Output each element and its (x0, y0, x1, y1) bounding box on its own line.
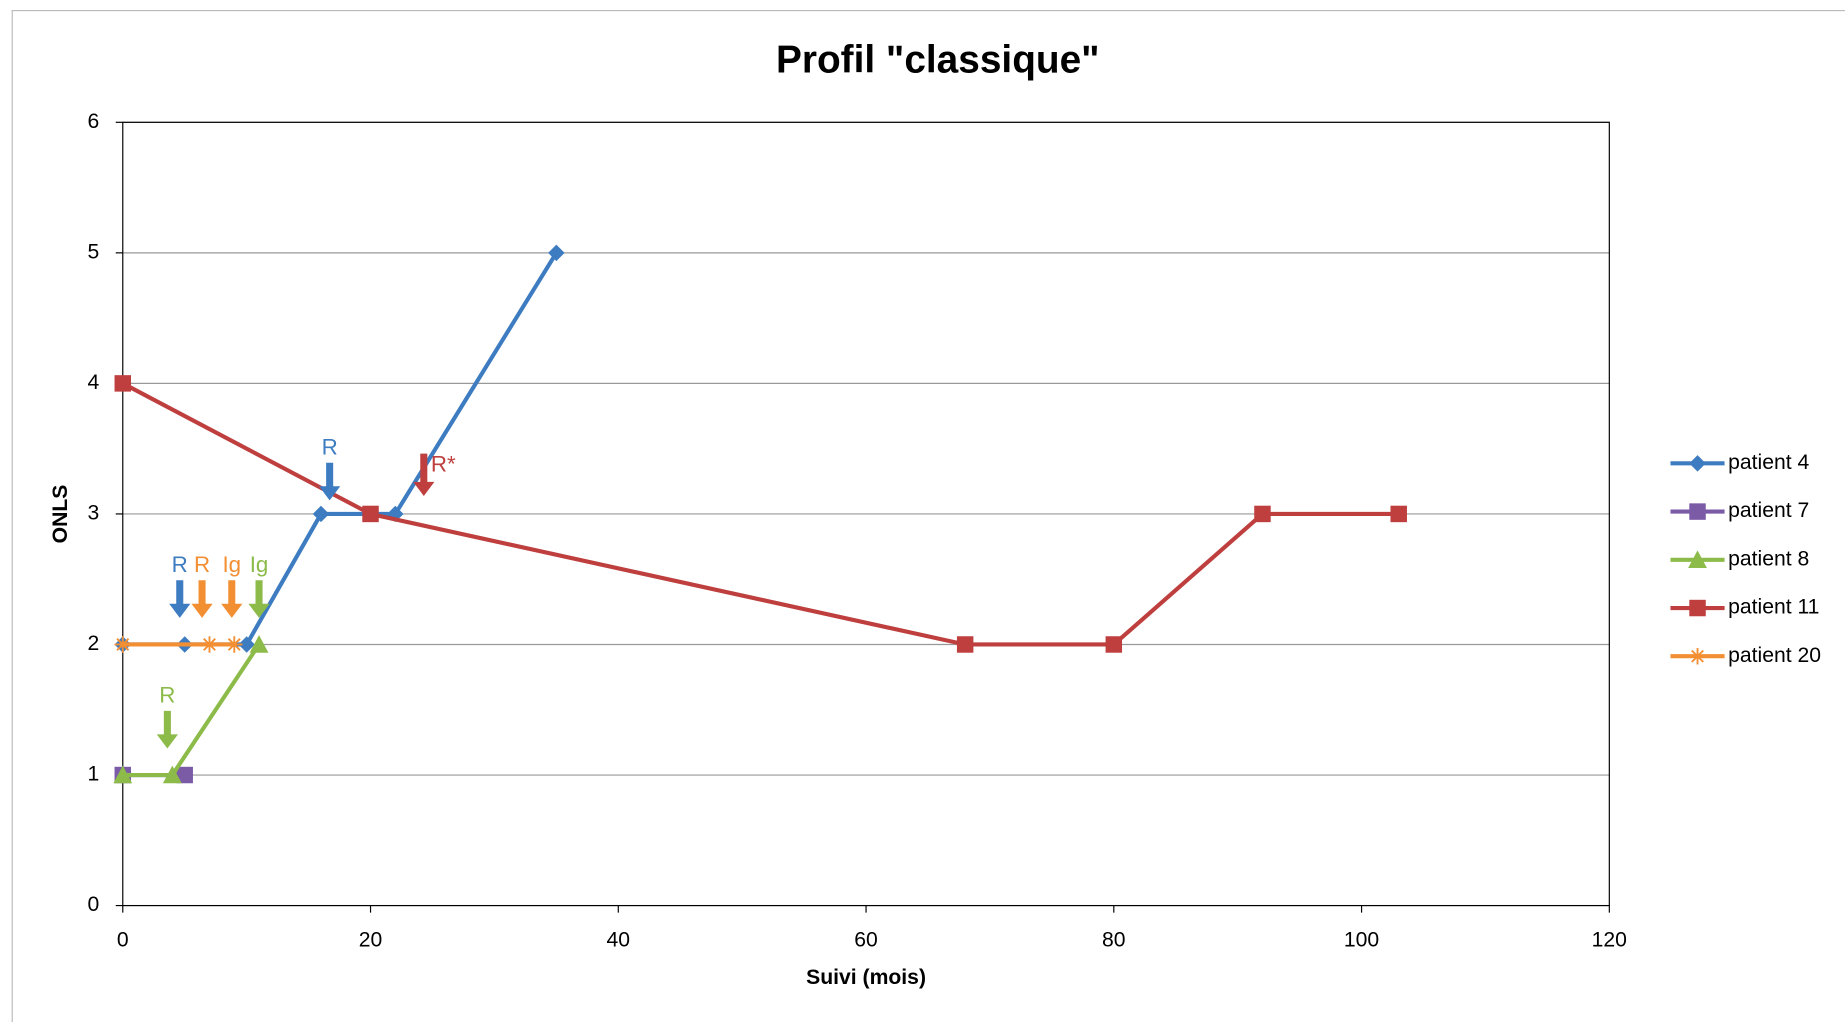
marker (176, 766, 193, 784)
marker (162, 765, 182, 784)
marker (113, 765, 133, 784)
y-tick-label: 5 (87, 240, 99, 263)
legend-label: patient 20 (1728, 644, 1821, 667)
y-tick-label: 4 (87, 371, 99, 394)
annotation-label: Ig (222, 552, 241, 577)
x-tick-label: 120 (1592, 928, 1627, 951)
x-tick-label: 80 (1102, 928, 1126, 951)
series-line (122, 251, 559, 647)
marker (1688, 550, 1707, 569)
chart-title: Profil "classique" (776, 39, 1100, 82)
y-tick-label: 2 (87, 632, 99, 655)
x-axis-label: Suivi (mois) (806, 966, 926, 989)
annotation-arrow (319, 462, 341, 501)
marker (1689, 599, 1706, 617)
marker (1254, 505, 1271, 523)
annotation-arrow (248, 580, 270, 618)
marker (1689, 503, 1706, 520)
annotation-arrow (221, 580, 243, 618)
marker (1689, 455, 1706, 472)
marker (226, 636, 243, 653)
marker (238, 636, 255, 653)
annotation-label: R (322, 435, 338, 460)
legend-label: patient 11 (1728, 596, 1819, 619)
legend-label: patient 7 (1728, 499, 1809, 522)
marker (362, 505, 379, 523)
y-tick-label: 3 (87, 502, 99, 525)
annotation-label: R (172, 552, 188, 577)
x-tick-label: 0 (117, 928, 129, 951)
plot-area (122, 121, 1610, 907)
marker (956, 636, 974, 653)
annotation-label: Ig (250, 552, 269, 577)
marker (114, 375, 132, 392)
annotation-label: R* (431, 451, 456, 476)
marker (1689, 648, 1706, 665)
x-tick-label: 60 (854, 928, 878, 951)
annotation-label: R (194, 552, 210, 577)
chart-frame (11, 9, 1845, 1022)
marker (114, 636, 132, 653)
annotation-arrow (191, 580, 213, 618)
annotation-label: R (159, 683, 175, 708)
legend-label: patient 4 (1728, 451, 1809, 474)
marker (312, 505, 330, 523)
annotation-arrow (156, 710, 178, 749)
x-tick-label: 100 (1344, 928, 1379, 951)
annotation-arrow (169, 580, 191, 618)
y-axis-label: ONLS (49, 485, 72, 544)
y-tick-label: 1 (87, 763, 99, 786)
annotation-arrow (413, 453, 435, 496)
marker (201, 636, 218, 653)
y-tick-label: 6 (87, 110, 99, 133)
y-tick-label: 0 (87, 893, 99, 916)
marker (1390, 505, 1407, 523)
marker (1105, 636, 1123, 653)
x-tick-label: 40 (607, 928, 631, 951)
x-tick-label: 20 (359, 928, 383, 951)
legend-label: patient 8 (1728, 547, 1809, 570)
series-line (122, 643, 261, 778)
marker (249, 635, 269, 653)
